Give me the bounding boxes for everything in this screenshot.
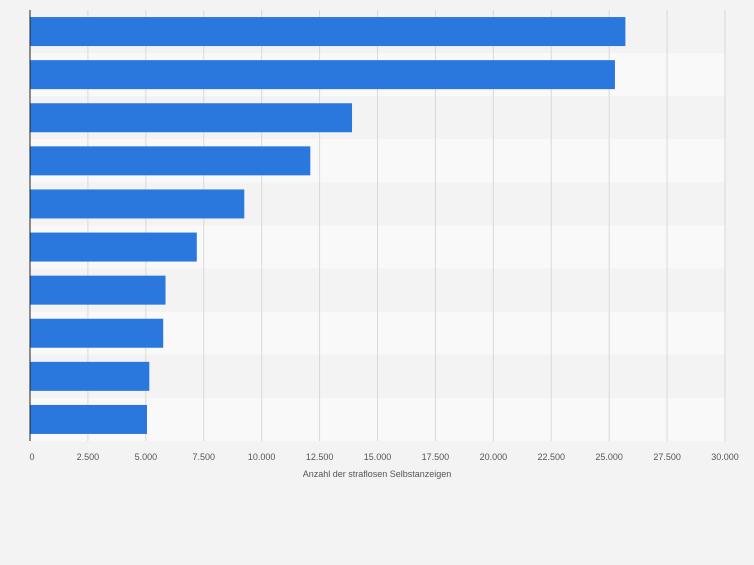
- x-axis-label: Anzahl der straflosen Selbstanzeigen: [303, 469, 452, 479]
- bars: [30, 17, 626, 434]
- bar[interactable]: [30, 103, 353, 133]
- bar[interactable]: [30, 146, 311, 176]
- x-tick-label: 10.000: [248, 452, 276, 462]
- x-tick-label: 30.000: [711, 452, 739, 462]
- bar[interactable]: [30, 189, 245, 219]
- x-tick-label: 27.500: [653, 452, 681, 462]
- x-tick-label: 7.500: [192, 452, 215, 462]
- x-tick-label: 22.500: [537, 452, 565, 462]
- x-tick-label: 2.500: [77, 452, 100, 462]
- x-tick-label: 25.000: [595, 452, 623, 462]
- x-tick-label: 5.000: [135, 452, 158, 462]
- x-tick-labels: 0 2.500 5.000 7.500 10.000 12.500 15.000 17.500…: [29, 452, 738, 462]
- x-tick-label: 0: [29, 452, 34, 462]
- bar[interactable]: [30, 361, 150, 391]
- bar[interactable]: [30, 232, 197, 262]
- x-tick-label: 20.000: [480, 452, 508, 462]
- x-tick-label: 17.500: [422, 452, 450, 462]
- bar[interactable]: [30, 404, 147, 434]
- bar[interactable]: [30, 17, 626, 47]
- x-tick-label: 12.500: [306, 452, 334, 462]
- x-tick-label: 15.000: [364, 452, 392, 462]
- bar[interactable]: [30, 60, 615, 90]
- bar[interactable]: [30, 275, 166, 305]
- bar[interactable]: [30, 318, 164, 348]
